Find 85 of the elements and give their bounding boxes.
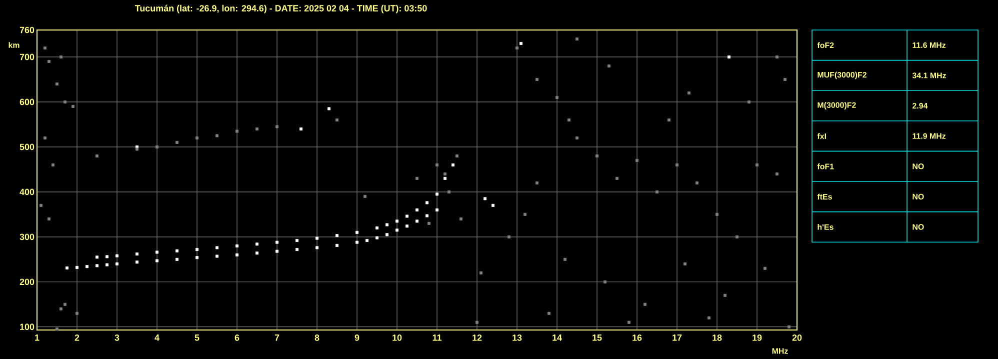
point bbox=[216, 246, 219, 250]
point bbox=[116, 254, 119, 258]
point bbox=[106, 255, 109, 258]
x-tick-label: 12 bbox=[472, 334, 482, 341]
point bbox=[376, 236, 379, 240]
point bbox=[396, 228, 399, 232]
point bbox=[426, 214, 429, 218]
point bbox=[728, 55, 731, 58]
y-tick-label: 100 bbox=[20, 324, 34, 330]
point bbox=[86, 265, 89, 268]
x-tick-label: 7 bbox=[274, 334, 280, 341]
point bbox=[296, 248, 299, 251]
point bbox=[386, 233, 389, 236]
x-tick-label: 5 bbox=[194, 334, 200, 341]
point bbox=[396, 220, 399, 223]
point bbox=[416, 208, 419, 212]
point bbox=[196, 248, 199, 251]
y-tick-label: 300 bbox=[20, 234, 34, 240]
point bbox=[406, 224, 409, 228]
point bbox=[336, 244, 339, 247]
x-tick-label: 1 bbox=[35, 334, 40, 341]
point bbox=[492, 204, 495, 207]
point bbox=[156, 259, 159, 262]
point bbox=[96, 256, 99, 259]
point bbox=[136, 260, 139, 264]
point bbox=[426, 201, 429, 204]
x-tick-label: 9 bbox=[354, 334, 360, 341]
point bbox=[484, 197, 487, 200]
point bbox=[236, 253, 239, 256]
x-tick-label: 8 bbox=[314, 334, 320, 341]
x-tick-label: 6 bbox=[234, 334, 240, 341]
point bbox=[196, 256, 199, 260]
point bbox=[96, 264, 99, 268]
point bbox=[256, 252, 259, 255]
y-tick-label: 400 bbox=[20, 188, 34, 196]
point bbox=[300, 127, 303, 130]
point bbox=[356, 230, 359, 234]
y-tick-label: 500 bbox=[20, 144, 34, 150]
x-tick-label: 13 bbox=[512, 334, 522, 341]
y-tick-label: 760 bbox=[20, 26, 34, 34]
point bbox=[406, 214, 409, 218]
point bbox=[366, 238, 369, 242]
point bbox=[452, 163, 455, 166]
y-tick-label: 700 bbox=[20, 54, 34, 60]
point bbox=[76, 266, 79, 269]
x-tick-label: 20 bbox=[792, 334, 802, 341]
x-tick-label: 2 bbox=[74, 334, 80, 341]
point bbox=[156, 250, 159, 254]
point bbox=[376, 226, 379, 230]
chart-title: Tucumán (lat: -26.9, lon: 294.6) - DATE: 2025 02 04 - TIME (UT): 03:50 bbox=[134, 4, 427, 14]
point bbox=[276, 240, 279, 244]
point bbox=[328, 107, 331, 110]
y-tick-label: 200 bbox=[20, 278, 34, 286]
x-tick-label: 15 bbox=[592, 334, 602, 341]
point bbox=[216, 254, 219, 258]
point bbox=[66, 266, 69, 270]
x-tick-label: 17 bbox=[672, 334, 682, 341]
point bbox=[176, 249, 179, 252]
x-tick-label: 19 bbox=[752, 334, 762, 341]
x-tick-label: 16 bbox=[632, 334, 642, 341]
point bbox=[276, 250, 279, 253]
point bbox=[116, 262, 119, 266]
x-tick-label: 3 bbox=[114, 334, 120, 341]
point bbox=[356, 240, 359, 244]
point bbox=[316, 236, 319, 240]
point bbox=[316, 246, 319, 250]
x-tick-label: 14 bbox=[552, 334, 562, 341]
point bbox=[520, 42, 523, 45]
point bbox=[416, 220, 419, 223]
point bbox=[386, 223, 389, 226]
point bbox=[336, 234, 339, 238]
point bbox=[436, 192, 439, 196]
point bbox=[106, 263, 109, 266]
y-tick-label: 600 bbox=[20, 98, 34, 106]
point bbox=[236, 244, 239, 248]
point bbox=[136, 252, 139, 256]
point bbox=[444, 176, 447, 180]
point bbox=[436, 208, 439, 212]
x-tick-label: 4 bbox=[154, 334, 160, 341]
x-tick-label: 10 bbox=[392, 334, 402, 341]
x-tick-label: 18 bbox=[712, 334, 722, 341]
point bbox=[296, 238, 299, 242]
point bbox=[176, 258, 179, 261]
x-tick-label: 11 bbox=[432, 334, 442, 341]
point bbox=[256, 242, 259, 246]
